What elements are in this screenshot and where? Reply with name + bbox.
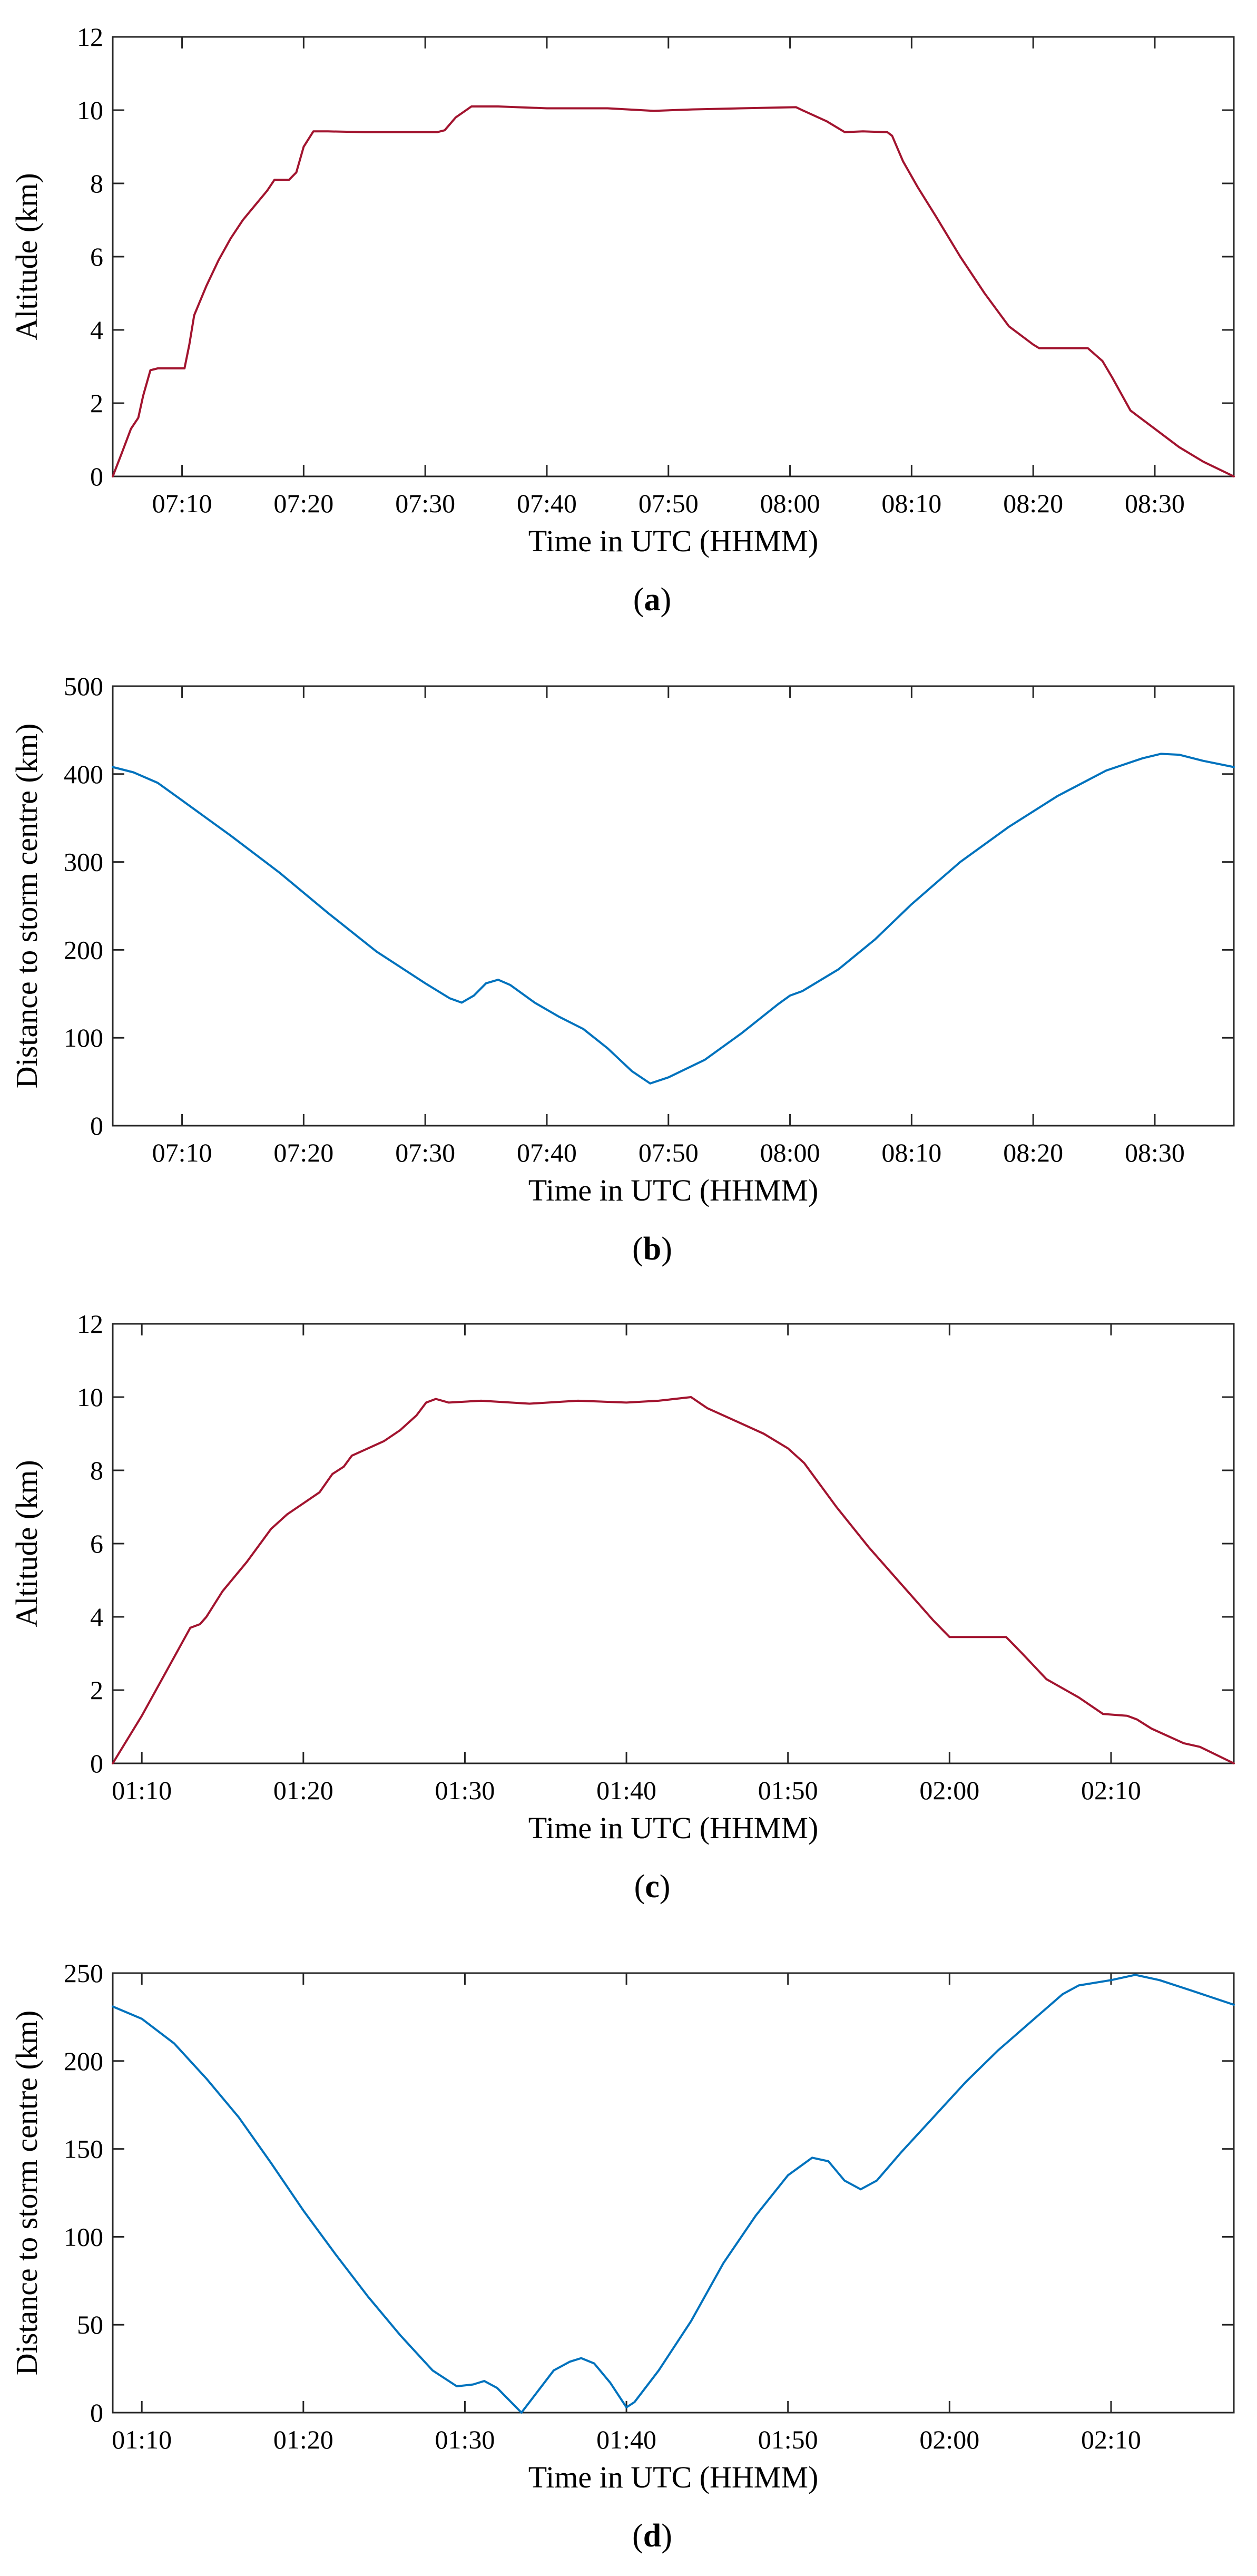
y-tick-label: 12 [77,22,103,52]
x-tick-label: 08:10 [881,1138,941,1167]
x-tick-label: 01:10 [112,1775,172,1805]
x-tick-label: 01:10 [112,2425,172,2454]
y-tick-label: 300 [64,847,103,877]
x-tick-label: 07:10 [152,489,212,518]
x-tick-label: 08:10 [881,489,941,518]
x-tick-label: 01:20 [273,1775,333,1805]
y-tick-label: 8 [90,1456,103,1485]
x-tick-label: 07:40 [517,1138,577,1167]
y-tick-label: 150 [64,2134,103,2164]
panel-label: (d) [632,2518,672,2554]
y-tick-label: 250 [64,1958,103,1988]
x-tick-label: 07:50 [639,1138,699,1167]
panel-letter: a [644,582,661,618]
plot-area-frame [112,1972,1235,2414]
y-axis-title: Altitude (km) [9,173,44,340]
y-tick-label: 10 [77,95,103,125]
panel-label: (b) [632,1231,672,1267]
y-tick-label: 200 [64,2046,103,2076]
x-tick-label: 08:20 [1003,489,1063,518]
x-tick-label: 07:30 [395,489,455,518]
x-axis-title: Time in UTC (HHMM) [528,1173,819,1207]
y-axis-title: Distance to storm centre (km) [9,2011,44,2376]
x-axis-title: Time in UTC (HHMM) [528,2460,819,2494]
x-tick-label: 07:30 [395,1138,455,1167]
y-tick-label: 12 [77,1309,103,1339]
x-tick-label: 07:40 [517,489,577,518]
panel-letter: d [643,2518,661,2554]
x-tick-label: 02:00 [919,1775,979,1805]
x-tick-label: 02:00 [919,2425,979,2454]
panel-label: (c) [634,1869,671,1905]
chart-panel-c: 0 2 4 6 8 10 12 01:10 01:20 01:30 01:40 01:50 02:00 0… [9,1309,1235,1905]
x-tick-label: 01:40 [596,2425,656,2454]
series-line-distance-to-storm-centre [112,1974,1235,2414]
y-tick-label: 6 [90,242,103,271]
x-tick-label: 07:20 [273,489,333,518]
x-axis-title: Time in UTC (HHMM) [528,1811,819,1845]
y-tick-label: 0 [90,462,103,491]
chart-panel-b: 0 100 200 300 400 500 07:10 07:20 07:30 07:40 07:5… [9,671,1235,1267]
x-tick-label: 01:20 [273,2425,333,2454]
x-tick-label: 07:50 [639,489,699,518]
plot-area-frame [112,685,1235,1127]
y-axis-title: Altitude (km) [9,1460,44,1627]
x-tick-label: 08:00 [760,1138,820,1167]
series-line-altitude [112,105,1235,477]
x-tick-label: 08:30 [1125,1138,1185,1167]
x-tick-label: 08:30 [1125,489,1185,518]
x-tick-label: 08:20 [1003,1138,1063,1167]
chart-panel-a: 0 2 4 6 8 10 12 07:10 07:20 07:30 07:40 07:50 08:00 0… [9,22,1235,618]
y-tick-label: 0 [90,1111,103,1140]
x-tick-label: 02:10 [1081,1775,1141,1805]
chart-panel-d: 0 50 100 150 200 250 01:10 01:20 01:30 01:40 01:50… [9,1958,1235,2554]
y-tick-label: 4 [90,1602,103,1632]
x-tick-label: 08:00 [760,489,820,518]
y-tick-label: 0 [90,2398,103,2427]
y-tick-label: 0 [90,1749,103,1778]
y-tick-label: 10 [77,1382,103,1412]
x-tick-label: 01:30 [435,1775,495,1805]
plot-area-frame [112,36,1235,477]
y-tick-label: 50 [77,2310,103,2339]
x-axis-title: Time in UTC (HHMM) [528,524,819,558]
y-tick-label: 8 [90,169,103,198]
y-tick-label: 100 [64,1023,103,1052]
y-tick-label: 100 [64,2222,103,2251]
series-line-altitude [112,1396,1235,1764]
x-tick-label: 02:10 [1081,2425,1141,2454]
x-tick-label: 01:50 [758,1775,818,1805]
y-tick-label: 6 [90,1529,103,1558]
series-line-distance-to-storm-centre [112,753,1235,1085]
y-tick-label: 500 [64,671,103,701]
x-tick-label: 01:40 [596,1775,656,1805]
y-tick-label: 4 [90,315,103,345]
y-tick-label: 400 [64,759,103,789]
plot-area-frame [112,1323,1235,1764]
panel-letter: c [645,1869,660,1905]
x-tick-label: 01:30 [435,2425,495,2454]
y-axis-title: Distance to storm centre (km) [9,724,44,1089]
y-tick-label: 2 [90,1675,103,1705]
y-tick-label: 200 [64,935,103,964]
x-tick-label: 01:50 [758,2425,818,2454]
x-tick-label: 07:20 [273,1138,333,1167]
x-tick-label: 07:10 [152,1138,212,1167]
panel-letter: b [643,1231,661,1267]
y-tick-label: 2 [90,388,103,418]
panel-label: (a) [633,582,671,618]
